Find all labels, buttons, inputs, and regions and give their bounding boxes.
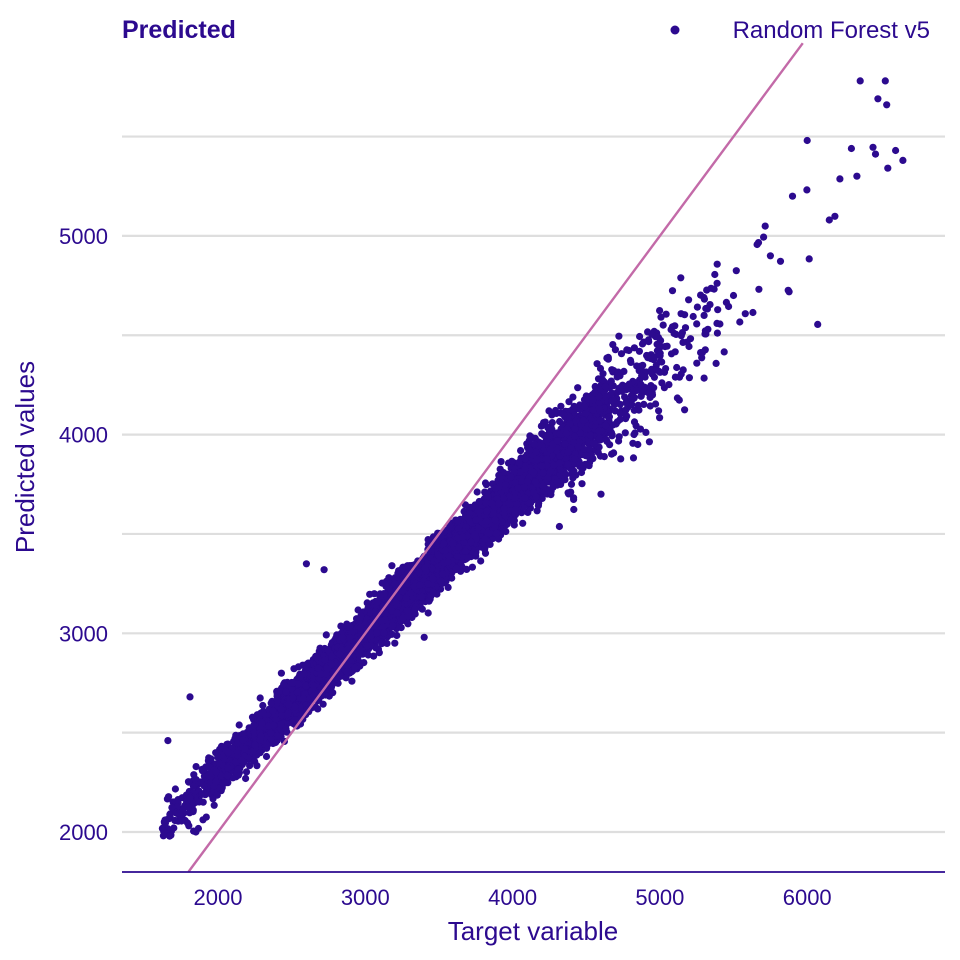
data-point [165,793,173,801]
data-point [636,425,645,433]
data-point [621,429,629,437]
data-point [242,774,250,783]
data-point [711,270,719,279]
data-point [397,624,405,632]
data-point [681,406,689,414]
data-point [720,348,728,356]
data-point [204,757,212,765]
data-point [221,779,229,787]
data-point [564,460,572,469]
data-point [662,310,670,318]
data-point [585,462,593,470]
data-point [621,410,629,418]
data-point [615,332,623,340]
data-point [617,350,626,358]
data-point [519,519,527,527]
data-point [599,370,607,378]
data-point [611,346,620,354]
data-point [686,335,695,343]
data-point [713,260,721,268]
data-point [496,465,504,473]
data-point [761,222,769,230]
data-point [831,212,839,220]
data-point [348,677,356,685]
data-point [625,346,633,355]
data-point [319,700,327,708]
data-point [569,393,577,401]
data-point [388,562,396,570]
data-point [677,274,685,282]
data-point [259,701,267,710]
data-point [322,631,330,639]
data-point [700,374,708,382]
data-point [210,801,218,809]
data-points [158,77,907,840]
data-point [754,239,763,247]
data-point [760,233,768,241]
data-point [538,430,546,438]
data-point [884,164,892,172]
data-point [660,384,669,392]
data-point [229,774,237,782]
data-point [482,481,490,489]
data-point [656,307,664,315]
data-point [256,694,264,702]
data-point [424,609,432,617]
data-point [630,406,638,414]
data-point [611,407,619,415]
data-point [814,320,822,328]
data-point [578,480,586,488]
data-point [661,343,669,351]
data-point [235,721,243,729]
data-point [749,308,757,317]
data-point [639,361,647,369]
data-point [253,762,261,770]
data-point [732,267,740,275]
data-point [640,400,648,408]
data-point [557,402,565,410]
data-point [608,366,616,374]
data-point [468,563,476,571]
data-point [736,318,744,326]
data-point [477,557,485,565]
data-point [497,458,505,466]
data-point [633,362,641,370]
data-point [570,505,578,514]
data-point [568,466,576,475]
data-point [473,488,481,496]
data-point [678,329,687,337]
data-point [871,150,880,158]
data-point [556,417,564,426]
data-point [689,312,697,321]
data-point [655,407,663,415]
data-point [713,279,721,287]
